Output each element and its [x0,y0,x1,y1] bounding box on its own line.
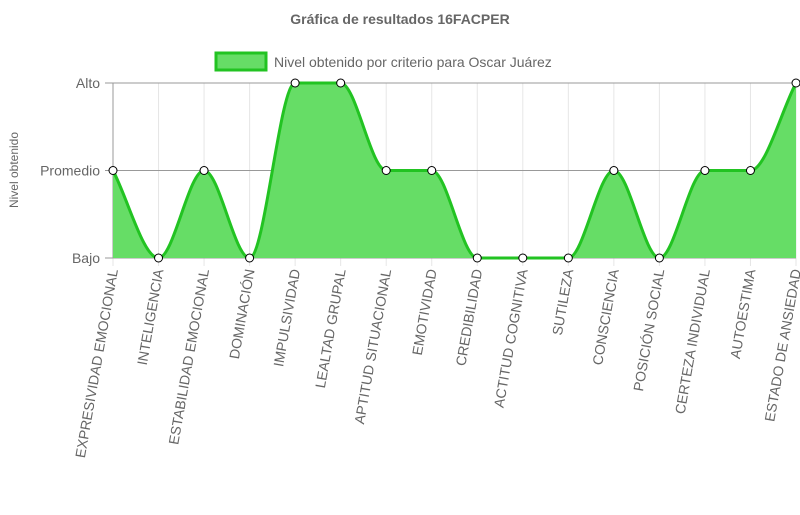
x-tick-label: EXPRESIVIDAD EMOCIONAL [72,268,121,459]
x-tick-label: SUTILEZA [549,267,576,336]
series-line [111,81,798,260]
legend-label: Nivel obtenido por criterio para Oscar J… [274,54,552,70]
y-tick-label: Alto [76,75,100,91]
data-area [111,81,798,260]
x-tick-label: POSICIÓN SOCIAL [630,268,667,393]
data-point[interactable] [745,166,755,175]
data-point[interactable] [381,166,391,175]
x-tick-label: ESTABILIDAD EMOCIONAL [165,268,212,446]
data-point[interactable] [199,166,209,175]
data-point[interactable] [472,253,482,263]
x-tick-label: CERTEZA INDIVIDUAL [672,268,713,416]
data-point[interactable] [290,78,300,88]
y-tick-label: Promedio [40,163,100,179]
legend-swatch [214,51,268,72]
chart-title: Gráfica de resultados 16FACPER [290,11,509,27]
data-point[interactable] [336,78,346,88]
data-point[interactable] [700,166,710,175]
y-tick-label: Bajo [72,250,100,266]
x-tick-label: CREDIBILIDAD [452,268,485,367]
data-point[interactable] [154,253,164,263]
x-axis-ticks: EXPRESIVIDAD EMOCIONAL INTELIGENCIAESTABI… [72,267,800,459]
data-point[interactable] [245,253,255,263]
x-tick-label: LEALTAD GRUPAL [312,268,349,390]
data-point[interactable] [791,78,800,88]
x-tick-label: INTELIGENCIA [134,267,167,366]
series-area-fill [113,83,796,258]
x-tick-label: DOMINACIÓN [226,268,258,360]
x-tick-label: APTITUD SITUACIONAL [351,268,394,426]
legend[interactable]: Nivel obtenido por criterio para Oscar J… [214,51,552,72]
data-point[interactable] [427,166,437,175]
y-axis-ticks: Bajo Promedio Alto [40,75,100,266]
data-points [108,78,800,263]
data-point[interactable] [609,166,619,175]
x-tick-label: IMPULSIVIDAD [270,268,303,368]
data-point[interactable] [108,166,118,175]
x-tick-label: AUTOESTIMA [727,267,759,360]
x-tick-label: ACTITUD COGNITIVA [491,267,531,409]
x-tick-label: CONSCIENCIA [589,267,622,366]
data-point[interactable] [563,253,573,263]
data-point[interactable] [654,253,664,263]
x-tick-label: EMOTIVIDAD [409,268,440,357]
y-axis-title: Nivel obtenido [7,132,21,208]
data-point[interactable] [518,253,528,263]
x-tick-label: ESTADO DE ANSIEDAD [761,268,800,423]
